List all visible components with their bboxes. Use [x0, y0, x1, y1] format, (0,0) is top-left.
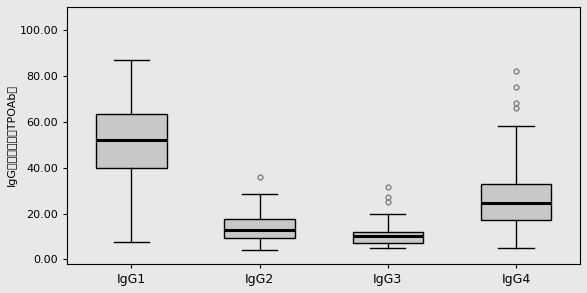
Y-axis label: IgG亚型百分比（TPOAb）: IgG亚型百分比（TPOAb） — [7, 84, 17, 186]
PathPatch shape — [481, 184, 551, 220]
PathPatch shape — [353, 232, 423, 243]
PathPatch shape — [96, 114, 167, 168]
PathPatch shape — [224, 219, 295, 238]
